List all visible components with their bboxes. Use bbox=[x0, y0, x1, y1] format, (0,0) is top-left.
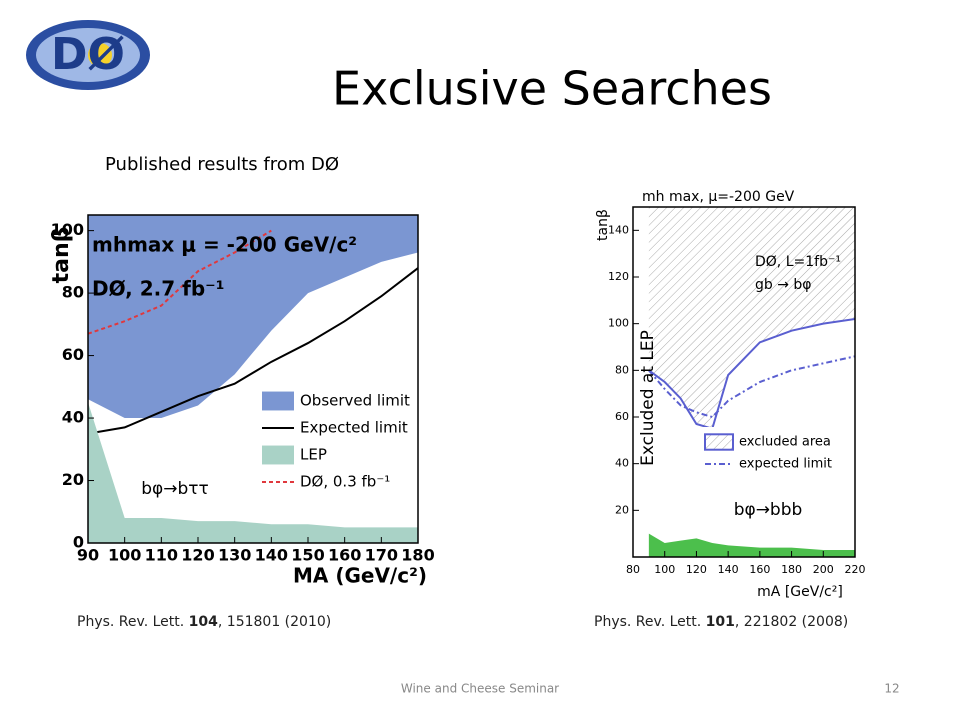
annotation: DØ, L=1fb⁻¹ bbox=[755, 254, 841, 270]
limit-area bbox=[648, 207, 855, 429]
y-tick-label: 120 bbox=[608, 270, 629, 283]
x-tick-label: 140 bbox=[718, 563, 739, 576]
limit-line bbox=[648, 318, 855, 430]
y-tick-label: 40 bbox=[62, 408, 84, 427]
plot-area bbox=[648, 207, 855, 557]
x-tick-label: 200 bbox=[813, 563, 834, 576]
lep-area bbox=[88, 402, 418, 543]
chart: 80 100 120 140 160 180 200 220 20 40 60 80 100 120 140… bbox=[595, 189, 866, 600]
y-tick-label: 140 bbox=[608, 223, 629, 236]
legend-label: expected limit bbox=[739, 457, 832, 472]
y-tick-label: 60 bbox=[615, 410, 629, 423]
annotation: Excluded at LEP bbox=[638, 330, 658, 466]
citation: Phys. Rev. Lett. 101, 221802 (2008) bbox=[594, 614, 848, 630]
legend-swatch bbox=[262, 445, 294, 465]
plot-area bbox=[88, 215, 418, 543]
x-tick-label: 100 bbox=[108, 546, 141, 565]
annotation: mhmax μ = -200 GeV/c² bbox=[92, 233, 357, 257]
y-tick-label: 60 bbox=[62, 345, 84, 364]
x-tick-label: 120 bbox=[686, 563, 707, 576]
x-tick-label: 150 bbox=[291, 546, 324, 565]
y-tick-label: 0 bbox=[73, 533, 84, 552]
x-tick-label: 130 bbox=[218, 546, 251, 565]
legend-label: DØ, 0.3 fb⁻¹ bbox=[300, 473, 390, 491]
annotation: gb → bφ bbox=[755, 277, 812, 293]
x-tick-label: 110 bbox=[145, 546, 178, 565]
legend-label: excluded area bbox=[739, 435, 831, 450]
y-tick-label: 20 bbox=[62, 470, 84, 489]
legend-label: Observed limit bbox=[300, 392, 410, 410]
y-axis-label: tanβ bbox=[49, 227, 74, 284]
x-tick-label: 180 bbox=[781, 563, 802, 576]
footer: Wine and Cheese Seminar bbox=[401, 682, 559, 696]
y-tick-label: 80 bbox=[62, 283, 84, 302]
citation: Phys. Rev. Lett. 104, 151801 (2010) bbox=[77, 614, 331, 630]
x-tick-label: 160 bbox=[749, 563, 770, 576]
plot-frame bbox=[87, 214, 419, 544]
x-tick-label: 170 bbox=[365, 546, 398, 565]
x-tick-label: 140 bbox=[255, 546, 288, 565]
slide-title: Exclusive Searches bbox=[332, 62, 772, 116]
x-tick-label: 220 bbox=[845, 563, 866, 576]
x-tick-label: 80 bbox=[626, 563, 640, 576]
subtitle: Published results from DØ bbox=[105, 154, 339, 175]
legend-label: LEP bbox=[300, 446, 327, 464]
logo-text: DØ bbox=[51, 29, 125, 80]
y-tick-label: 40 bbox=[615, 457, 629, 470]
x-tick-label: 160 bbox=[328, 546, 361, 565]
annotation: bφ→bττ bbox=[141, 479, 209, 499]
annotation: mh max, μ=-200 GeV bbox=[642, 189, 795, 205]
y-tick-label: 20 bbox=[615, 503, 629, 516]
lep-area bbox=[648, 533, 855, 557]
chart: 90 100 110 120 130 140 150 160 170 18002040608010… bbox=[49, 214, 435, 588]
y-axis-label: tanβ bbox=[595, 209, 611, 241]
y-tick-label: 100 bbox=[608, 317, 629, 330]
x-axis-label: MA (GeV/c²) bbox=[293, 564, 427, 588]
x-tick-label: 100 bbox=[654, 563, 675, 576]
logo: DØ bbox=[26, 20, 150, 90]
legend-label: Expected limit bbox=[300, 419, 408, 437]
legend-swatch bbox=[704, 433, 734, 451]
limit-line bbox=[88, 229, 272, 335]
y-tick-label: 100 bbox=[51, 220, 84, 239]
legend-swatch bbox=[262, 391, 294, 411]
x-tick-label: 180 bbox=[401, 546, 434, 565]
y-tick-label: 80 bbox=[615, 363, 629, 376]
x-tick-label: 120 bbox=[181, 546, 214, 565]
plot-frame bbox=[632, 206, 856, 558]
x-axis-label: mA [GeV/c²] bbox=[757, 584, 843, 600]
page-number: 12 bbox=[884, 682, 899, 696]
annotation: bφ→bbb bbox=[734, 500, 803, 520]
annotation: DØ, 2.7 fb⁻¹ bbox=[92, 277, 224, 301]
limit-area bbox=[88, 215, 418, 419]
x-tick-label: 90 bbox=[77, 546, 99, 565]
limit-line bbox=[88, 267, 418, 435]
